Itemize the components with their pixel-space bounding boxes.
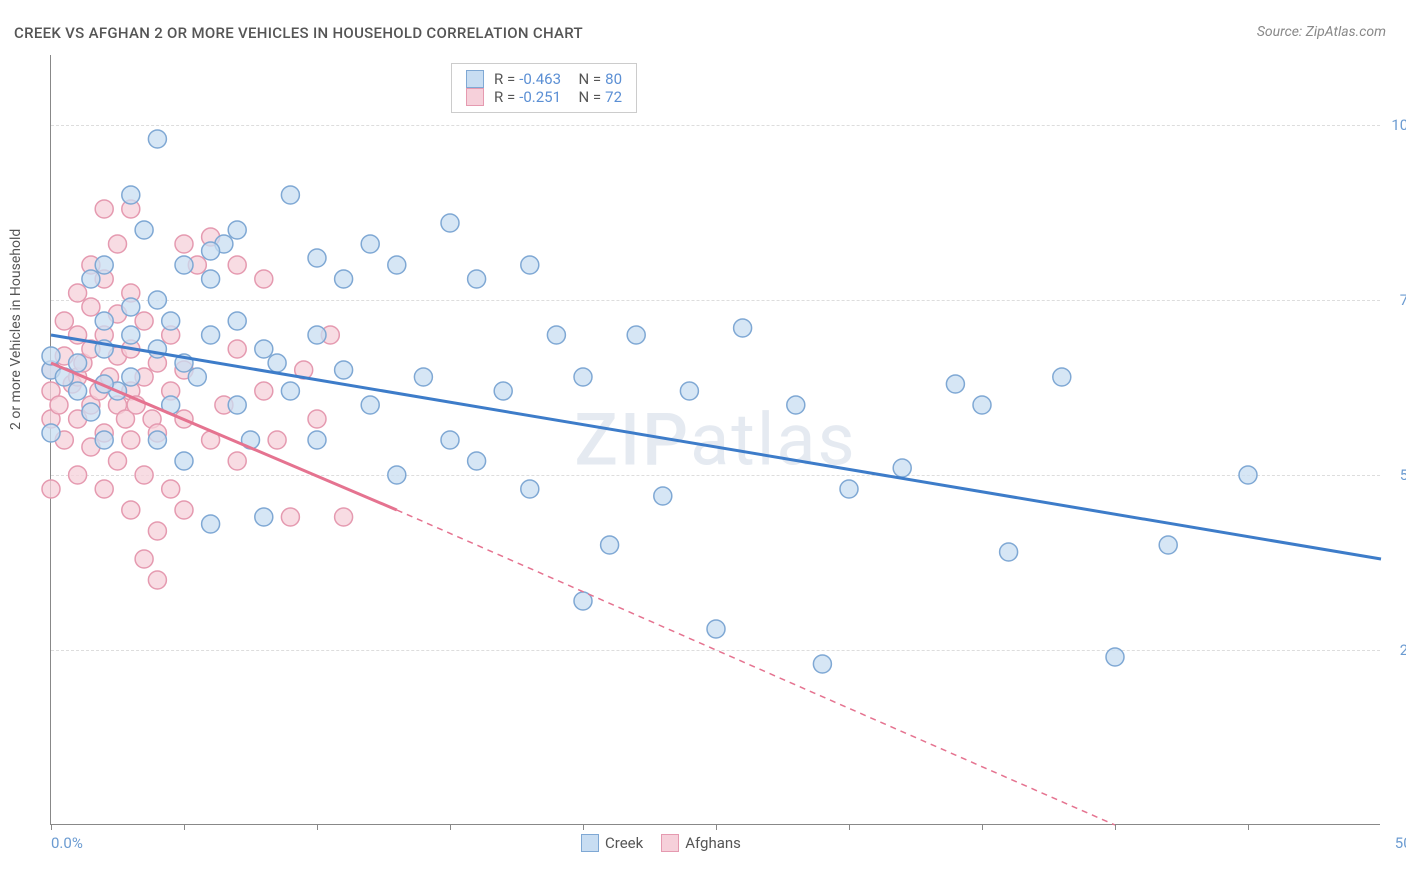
legend-item-afghans: Afghans bbox=[661, 834, 741, 852]
scatter-plot bbox=[51, 55, 1380, 824]
legend-item-creek: Creek bbox=[581, 834, 643, 852]
y-axis-label: 2 or more Vehicles in Household bbox=[8, 229, 24, 430]
afghans-swatch-icon bbox=[661, 834, 679, 852]
y-tick-label: 50.0% bbox=[1385, 466, 1406, 484]
y-tick-label: 100.0% bbox=[1385, 116, 1406, 134]
y-tick-label: 75.0% bbox=[1385, 291, 1406, 309]
legend-bottom: Creek Afghans bbox=[581, 834, 741, 852]
y-tick-label: 25.0% bbox=[1385, 641, 1406, 659]
correlation-chart: CREEK VS AFGHAN 2 OR MORE VEHICLES IN HO… bbox=[0, 0, 1406, 892]
legend-stats-row-afghans: R =-0.251 N =72 bbox=[466, 88, 622, 106]
chart-title: CREEK VS AFGHAN 2 OR MORE VEHICLES IN HO… bbox=[14, 24, 583, 42]
x-tick-label: 0.0% bbox=[51, 834, 83, 852]
afghans-swatch-icon bbox=[466, 88, 484, 106]
legend-stats-box: R =-0.463 N =80 R =-0.251 N =72 bbox=[451, 63, 637, 113]
r-label: R =-0.251 bbox=[494, 88, 561, 106]
legend-label: Afghans bbox=[685, 834, 741, 852]
r-label: R =-0.463 bbox=[494, 70, 561, 88]
creek-swatch-icon bbox=[466, 70, 484, 88]
creek-swatch-icon bbox=[581, 834, 599, 852]
x-tick-label: 50.0% bbox=[1395, 834, 1406, 852]
legend-label: Creek bbox=[605, 834, 643, 852]
chart-source: Source: ZipAtlas.com bbox=[1257, 24, 1386, 40]
n-label: N =80 bbox=[571, 70, 622, 88]
plot-area: ZIPatlas 25.0%50.0%75.0%100.0% R =-0.463… bbox=[50, 55, 1380, 825]
legend-stats-row-creek: R =-0.463 N =80 bbox=[466, 70, 622, 88]
n-label: N =72 bbox=[571, 88, 622, 106]
